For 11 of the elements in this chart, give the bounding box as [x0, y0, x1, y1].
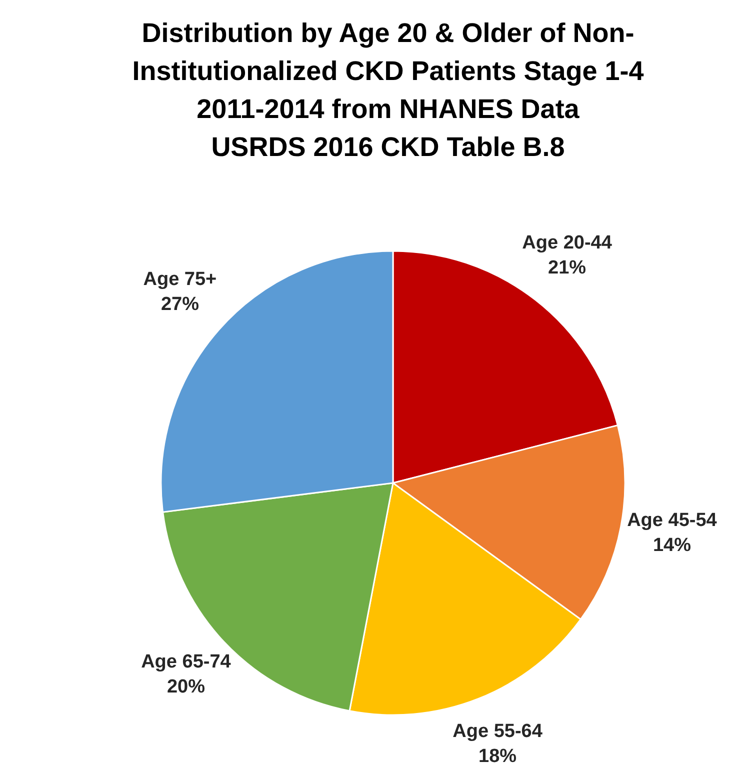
data-label: 14% — [652, 535, 692, 556]
slice-label: Age 75+ — [143, 269, 217, 290]
slice-label: Age 55-64 — [452, 721, 543, 742]
slice-label: Age 45-54 — [627, 510, 718, 532]
data-label: 20% — [166, 676, 206, 698]
data-label: 21% — [548, 258, 586, 279]
data-label: 27% — [160, 294, 200, 316]
slice-label: Age 65-74 — [141, 651, 232, 672]
slice-label: Age 20-44 — [522, 232, 612, 254]
chart-title: Distribution by Age 20 & Older of Non- Institutionalized CKD Patients Stage 1-4 2011-2014 from NHANES Data USRDS 2016 CKD Table B.8 — [132, 18, 644, 162]
data-label: 18% — [478, 746, 517, 768]
